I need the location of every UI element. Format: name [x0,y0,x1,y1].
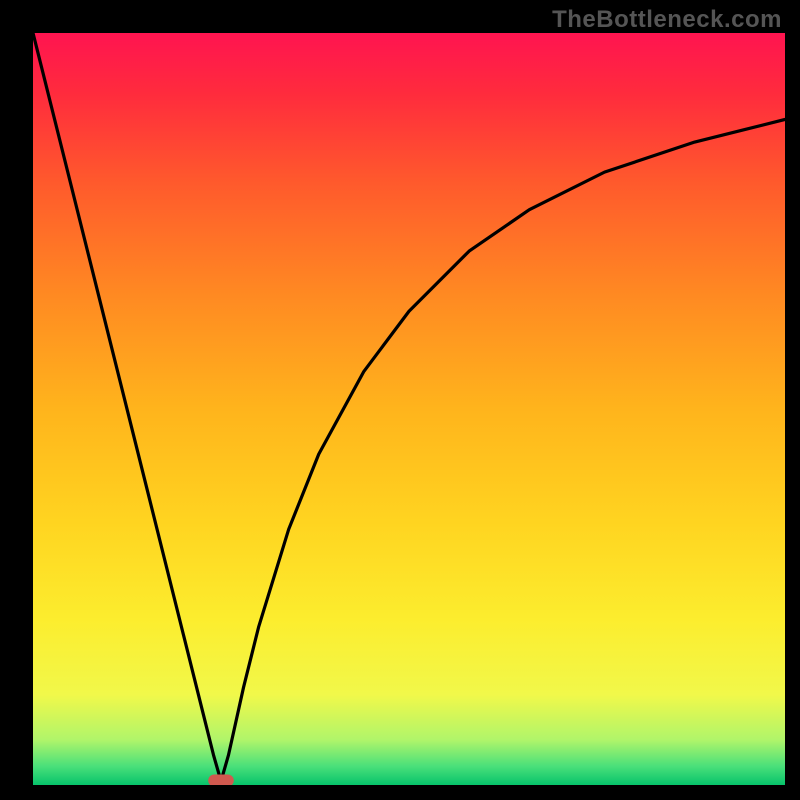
watermark-text: TheBottleneck.com [552,6,782,34]
minimum-marker [208,774,234,785]
bottleneck-chart [33,33,785,785]
gradient-background [33,33,785,785]
chart-frame: TheBottleneck.com [0,0,800,800]
